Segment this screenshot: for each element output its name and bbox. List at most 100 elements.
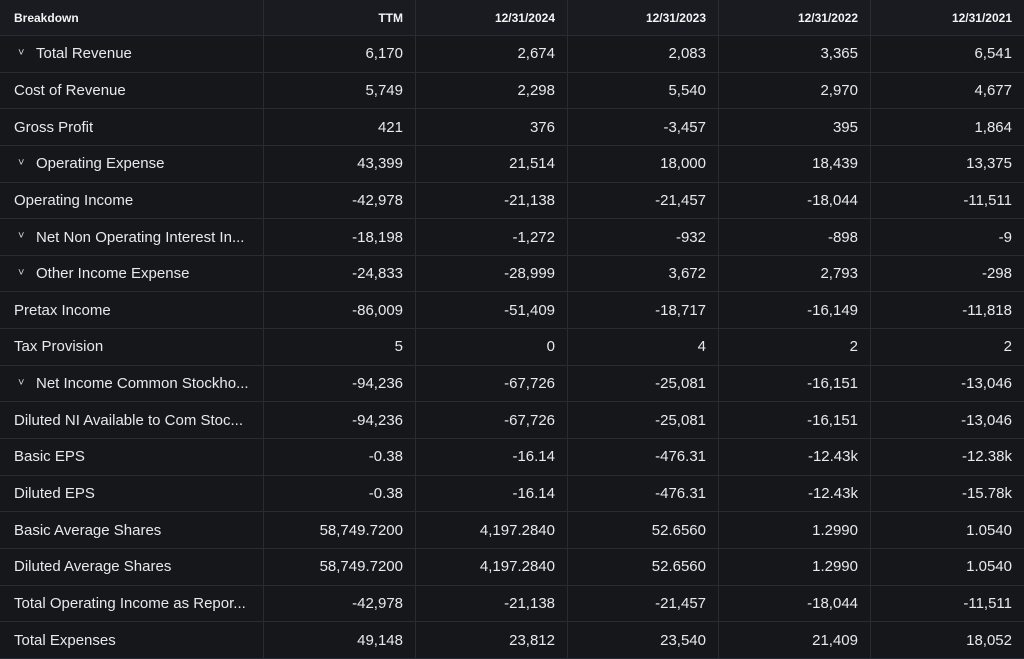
value-cell: 43,399 [264,145,416,183]
row-label: Basic EPS [14,448,85,466]
row-label-cell: Operating Income [0,182,264,220]
value-cell: -12.43k [719,439,871,476]
value-cell: -18,717 [568,292,719,330]
value-cell: -12.38k [871,439,1024,476]
row-label-cell: Basic Average Shares [0,512,264,549]
value-cell: -3,457 [568,109,719,146]
value-cell: -25,081 [568,365,719,403]
row-label-cell: Basic EPS [0,439,264,476]
row-label: Diluted NI Available to Com Stoc... [14,411,243,429]
value-cell: -18,044 [719,182,871,220]
value-cell: -21,457 [568,585,719,623]
value-cell: -1,272 [416,219,568,256]
value-cell: 18,000 [568,145,719,183]
value-cell: 0 [416,329,568,366]
row-label: Operating Income [14,191,134,209]
value-cell: -67,726 [416,402,568,440]
header-col-2021[interactable]: 12/31/2021 [871,0,1024,36]
value-cell: 1,864 [871,109,1024,146]
value-cell: -16,151 [719,402,871,440]
row-label-cell[interactable]: ˅ Total Revenue [0,36,264,73]
value-cell: -18,198 [264,219,416,256]
value-cell: -67,726 [416,365,568,403]
row-label: Tax Provision [14,338,104,356]
value-cell: -25,081 [568,402,719,440]
value-cell: -24,833 [264,255,416,293]
value-cell: -476.31 [568,475,719,513]
value-cell: -298 [871,255,1024,293]
row-label: Total Revenue [36,45,132,63]
value-cell: 58,749.7200 [264,512,416,549]
value-cell: -16,151 [719,365,871,403]
header-col-2022[interactable]: 12/31/2022 [719,0,871,36]
value-cell: -16.14 [416,439,568,476]
row-label: Operating Expense [36,155,165,173]
row-label: Basic Average Shares [14,521,162,539]
row-label-cell[interactable]: ˅ Net Income Common Stockho... [0,365,264,403]
value-cell: 1.0540 [871,548,1024,586]
value-cell: -898 [719,219,871,256]
value-cell: -21,138 [416,182,568,220]
value-cell: -13,046 [871,365,1024,403]
row-label: Diluted EPS [14,485,95,502]
row-label-cell: Diluted NI Available to Com Stoc... [0,402,264,440]
value-cell: 21,409 [719,622,871,659]
value-cell: 2 [719,329,871,366]
value-cell: 21,514 [416,145,568,183]
row-label-cell: Pretax Income [0,292,264,330]
value-cell: -0.38 [264,475,416,513]
value-cell: -11,511 [871,182,1024,220]
value-cell: 4,677 [871,72,1024,110]
value-cell: 6,541 [871,36,1024,73]
row-label: Diluted Average Shares [14,558,172,576]
value-cell: 395 [719,109,871,146]
value-cell: -42,978 [264,182,416,220]
row-label: Pretax Income [14,301,111,319]
value-cell: 1.0540 [871,512,1024,549]
row-label: Gross Profit [14,118,94,136]
value-cell: 1.2990 [719,512,871,549]
value-cell: -476.31 [568,439,719,476]
value-cell: 2,674 [416,36,568,73]
value-cell: 2,298 [416,72,568,110]
value-cell: 23,812 [416,622,568,659]
value-cell: 421 [264,109,416,146]
chevron-down-icon[interactable]: ˅ [18,156,25,169]
value-cell: -16.14 [416,475,568,513]
value-cell: -94,236 [264,365,416,403]
header-col-ttm[interactable]: TTM [264,0,416,36]
value-cell: 1.2990 [719,548,871,586]
header-col-2024[interactable]: 12/31/2024 [416,0,568,36]
chevron-down-icon[interactable]: ˅ [18,266,25,279]
value-cell: -28,999 [416,255,568,293]
value-cell: -94,236 [264,402,416,440]
row-label-cell: Total Operating Income as Repor... [0,585,264,623]
value-cell: 5,749 [264,72,416,110]
chevron-down-icon[interactable]: ˅ [18,376,25,389]
chevron-down-icon[interactable]: ˅ [18,46,25,59]
value-cell: 23,540 [568,622,719,659]
value-cell: -21,138 [416,585,568,623]
row-label-cell[interactable]: ˅ Net Non Operating Interest In... [0,219,264,256]
value-cell: -18,044 [719,585,871,623]
value-cell: 13,375 [871,145,1024,183]
value-cell: 2,793 [719,255,871,293]
value-cell: 49,148 [264,622,416,659]
row-label-cell: Cost of Revenue [0,72,264,110]
value-cell: -42,978 [264,585,416,623]
chevron-down-icon[interactable]: ˅ [18,230,25,243]
value-cell: 376 [416,109,568,146]
value-cell: -86,009 [264,292,416,330]
header-breakdown[interactable]: Breakdown [0,0,264,36]
value-cell: -21,457 [568,182,719,220]
value-cell: -0.38 [264,439,416,476]
row-label: Other Income Expense [36,265,190,283]
value-cell: -12.43k [719,475,871,513]
row-label-cell[interactable]: ˅ Other Income Expense [0,255,264,293]
header-col-2023[interactable]: 12/31/2023 [568,0,719,36]
value-cell: 2,083 [568,36,719,73]
row-label-cell[interactable]: ˅ Operating Expense [0,145,264,183]
value-cell: 3,672 [568,255,719,293]
row-label: Net Non Operating Interest In... [36,228,245,246]
value-cell: -932 [568,219,719,256]
